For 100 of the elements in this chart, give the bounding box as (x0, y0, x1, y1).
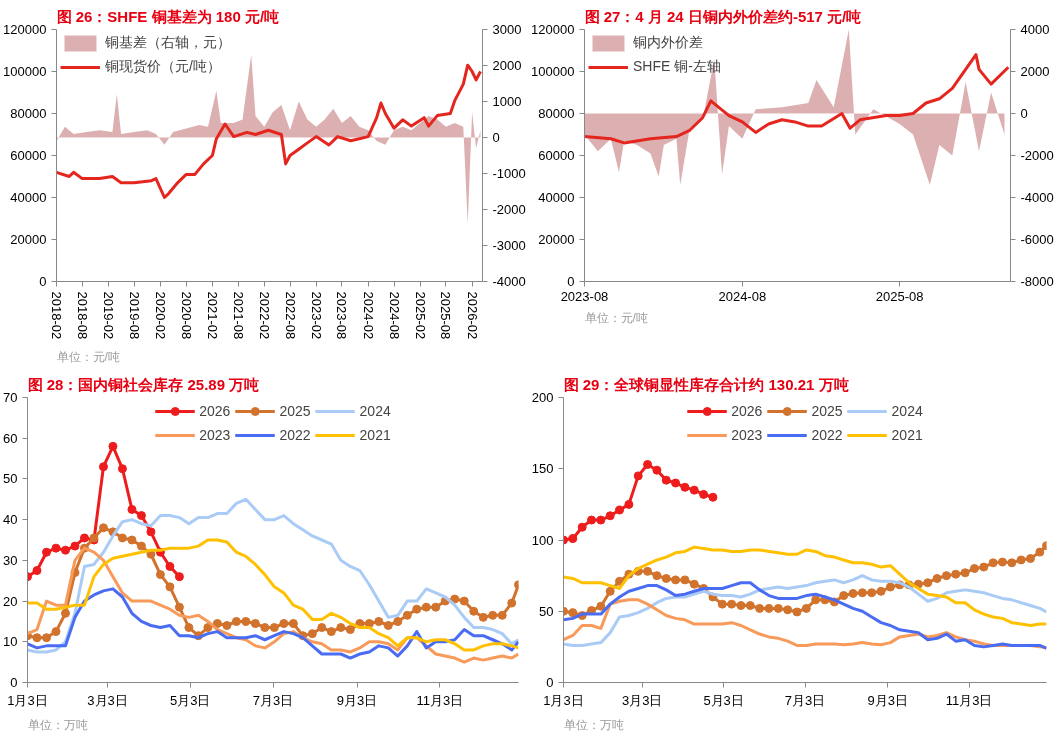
x-tick-label: 2024-02 (360, 291, 376, 340)
point (727, 599, 737, 609)
point (478, 612, 488, 622)
y2-tick-label: 3000 (492, 22, 522, 37)
point (633, 471, 643, 481)
point (345, 625, 355, 635)
point (960, 568, 970, 578)
y2-tick-label: -3000 (492, 238, 526, 253)
y2-tick-label: -2000 (492, 202, 526, 217)
x-tick-label: 2023-02 (308, 291, 324, 340)
point (773, 603, 783, 613)
point (764, 603, 774, 613)
point (412, 604, 422, 614)
point (596, 515, 606, 525)
point (708, 492, 718, 502)
legend-label: SHFE 铜-左轴 (633, 58, 721, 76)
text: 单位：万吨 (563, 717, 624, 732)
point (577, 522, 587, 532)
point (997, 557, 1007, 567)
point (951, 569, 961, 579)
text: 单位：元/吨 (584, 310, 648, 325)
y-tick-label: 100000 (531, 64, 575, 79)
legend-label: 2025 (279, 403, 311, 419)
point (117, 464, 127, 474)
point (127, 535, 137, 545)
point (643, 566, 653, 576)
point (1035, 547, 1045, 557)
legend-label: 2026 (731, 403, 763, 419)
x-tick-label: 5月3日 (703, 692, 744, 708)
point (117, 533, 127, 543)
point (497, 610, 507, 620)
point (364, 618, 374, 628)
text: 单位：元/吨 (56, 349, 120, 364)
legend-label: 2023 (731, 427, 763, 443)
point (596, 601, 606, 611)
x-tick-label: 2022-02 (256, 291, 272, 340)
x-tick-label: 2021-08 (230, 291, 246, 340)
y2-tick-label: -1000 (492, 166, 526, 181)
legend-label: 2021 (359, 427, 391, 443)
y-tick-label: 70 (3, 390, 18, 405)
point (792, 607, 802, 617)
legend-label: 铜基差（右轴，元） (105, 34, 231, 52)
x-tick-label: 7月3日 (252, 692, 294, 708)
legend-label: 2021 (891, 427, 923, 443)
point (605, 511, 615, 521)
point (652, 465, 662, 475)
point (108, 441, 118, 451)
y-tick-label: 50 (539, 603, 554, 619)
y-tick-label: 40000 (10, 190, 47, 205)
y-tick-label: 80000 (10, 106, 47, 121)
y2-tick-label: 0 (492, 130, 500, 145)
point (689, 579, 699, 589)
point (98, 462, 108, 472)
legend-label: 2022 (811, 427, 843, 443)
legend-label: 2024 (359, 403, 391, 419)
legend-label: 铜内外价差 (633, 34, 703, 52)
point (212, 618, 222, 628)
point (250, 618, 260, 628)
legend-label: 2022 (279, 427, 311, 443)
point (127, 504, 137, 514)
y2-tick-label: -4000 (492, 274, 526, 289)
y2-tick-label: 2000 (492, 58, 522, 73)
x-tick-label: 2020-02 (152, 291, 168, 340)
point (51, 627, 61, 637)
point (1025, 554, 1035, 564)
legend-label: 2024 (891, 403, 923, 419)
y-tick-label: 0 (546, 675, 554, 690)
legend-label: 2025 (811, 403, 843, 419)
point (459, 596, 469, 606)
y2-tick-label: -8000 (1020, 274, 1054, 289)
y-tick-label: 120000 (3, 22, 47, 37)
y-tick-label: 120000 (531, 22, 575, 37)
point (51, 543, 61, 553)
x-tick-label: 5月3日 (170, 692, 211, 708)
x-tick-label: 2018-02 (49, 291, 64, 340)
x-tick-label: 2023-08 (560, 288, 609, 304)
point (60, 545, 70, 555)
point (317, 623, 327, 633)
x-tick-label: 2019-02 (100, 291, 116, 340)
point (568, 534, 578, 544)
y2-tick-label: 4000 (1020, 22, 1050, 37)
y-tick-label: 60 (3, 430, 18, 446)
point (507, 598, 517, 608)
point (587, 515, 597, 525)
point (326, 627, 336, 637)
point (680, 575, 690, 585)
x-tick-label: 2025-08 (438, 291, 454, 340)
chart-title: 图 27：4 月 24 日铜内外价差约-517 元/吨 (584, 7, 862, 25)
x-tick-label: 2023-08 (334, 291, 350, 340)
legend-label: 铜现货价（元/吨） (105, 58, 221, 76)
point (605, 586, 615, 596)
point (848, 588, 858, 598)
point (184, 623, 194, 633)
point (857, 588, 867, 598)
point (222, 621, 232, 630)
y-tick-label: 50 (3, 471, 18, 487)
point (402, 610, 412, 620)
point (671, 575, 681, 585)
x-tick-label: 2026-02 (464, 291, 480, 340)
point (932, 573, 942, 583)
